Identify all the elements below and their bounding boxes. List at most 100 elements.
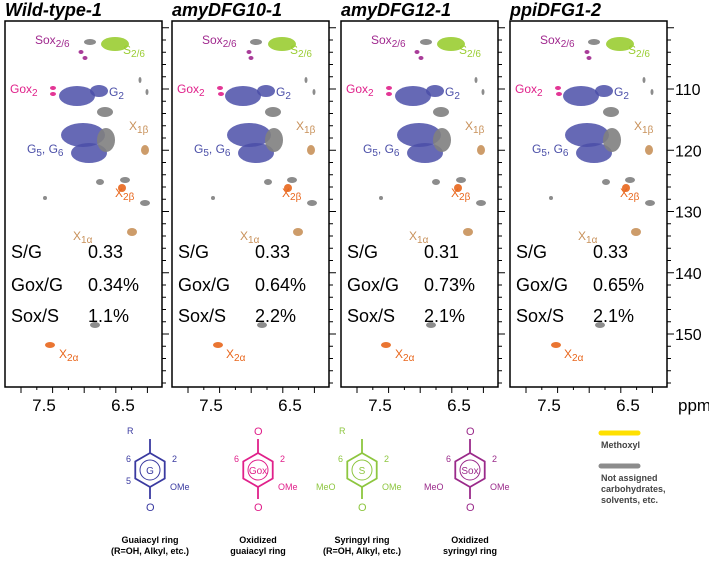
peak: [211, 196, 215, 200]
peak-label-sub: 2α: [234, 353, 246, 364]
substituent: 6: [446, 454, 451, 464]
ring-inner: [247, 459, 269, 481]
x-unit: ppm: [678, 396, 709, 415]
peak: [145, 89, 149, 95]
peak: [307, 200, 317, 206]
peak: [257, 85, 275, 97]
peak-label: G2: [614, 85, 629, 102]
peak-label: X1α: [73, 229, 93, 246]
peak-label: G2: [445, 85, 460, 102]
peak: [71, 143, 107, 163]
peak-label-sub: 1α: [248, 235, 260, 246]
ring-inner: [459, 459, 481, 481]
peak: [90, 322, 100, 328]
peak-label-text: Gox: [346, 82, 368, 96]
peak-label-sub: 2/6: [223, 39, 237, 50]
x-tick-label: 6.5: [111, 396, 135, 415]
peak-label-sub: 5: [203, 148, 209, 159]
peak-label-sub: 2: [537, 88, 543, 99]
stat-name: S/G: [178, 242, 209, 262]
peak: [293, 228, 303, 236]
stat-name: S/G: [347, 242, 378, 262]
peak-label-text: X: [564, 347, 572, 361]
peak: [595, 322, 605, 328]
peak: [414, 50, 420, 54]
oxygen: O: [466, 502, 475, 514]
peak-label-text: S: [459, 43, 467, 57]
substituent: 6: [338, 454, 343, 464]
peak: [645, 145, 653, 155]
y-tick-label: 150: [675, 327, 702, 344]
substituent: OMe: [490, 482, 510, 492]
peak-label-sub: 1α: [417, 235, 429, 246]
peak-label-sub: 2: [199, 88, 205, 99]
peak-label-text: G: [614, 85, 623, 99]
peak-label: Sox2/6: [35, 33, 70, 50]
peak: [246, 50, 252, 54]
peak-label-text: S: [290, 43, 298, 57]
structure-caption: Oxidized: [239, 535, 277, 545]
peak-label: X1β: [634, 119, 654, 136]
peak-label: S2/6: [123, 43, 145, 60]
peak-label-sub: 1β: [473, 125, 485, 136]
peak: [287, 177, 297, 183]
ring-label: Sox: [461, 466, 478, 477]
peak-label-sub: 2: [32, 88, 38, 99]
oxygen: O: [254, 502, 263, 514]
peak-label: X2α: [395, 347, 415, 364]
peak: [97, 128, 115, 152]
peak: [476, 200, 486, 206]
peak: [82, 56, 88, 60]
peak: [227, 123, 271, 147]
substituent: 2: [280, 454, 285, 464]
peak-label-sub: 5: [541, 148, 547, 159]
peak-label-sub: 2: [368, 88, 374, 99]
peak: [127, 228, 137, 236]
substituent: 2: [384, 454, 389, 464]
peak: [264, 179, 272, 185]
peak: [420, 39, 432, 45]
x-tick-label: 7.5: [199, 396, 223, 415]
stat-name: Gox/G: [11, 275, 63, 295]
legend-label: carbohydrates,: [601, 484, 666, 494]
peak-label-text: X: [465, 119, 473, 133]
stat-value: 0.73%: [424, 275, 475, 295]
peak: [606, 37, 634, 51]
peak: [426, 85, 444, 97]
structure-caption: syringyl ring: [443, 546, 497, 556]
structure-caption: (R=OH, Alkyl, etc.): [323, 546, 401, 556]
peak: [474, 77, 478, 83]
peak: [213, 342, 223, 348]
peak-label-text: Gox: [10, 82, 32, 96]
peak-label-sub: 2/6: [56, 39, 70, 50]
stat-name: Gox/G: [178, 275, 230, 295]
stat-value: 0.33: [88, 242, 123, 262]
peak-label-sub: 2/6: [636, 49, 650, 60]
substituent: OMe: [278, 482, 298, 492]
peak-label-text: X: [73, 229, 81, 243]
panel-title: ppiDFG1-2: [509, 0, 601, 20]
substituent: 2: [172, 454, 177, 464]
peak-label-text: X: [115, 186, 123, 200]
peak-label: G5, G6: [363, 142, 400, 159]
peak: [603, 128, 621, 152]
peak: [595, 85, 613, 97]
peak: [603, 107, 619, 117]
panel-title: Wild-type-1: [5, 0, 102, 20]
peak: [43, 196, 47, 200]
peak-label-text: X: [240, 229, 248, 243]
substituent: OMe: [170, 482, 190, 492]
peak-label-sub: 2β: [290, 192, 302, 203]
peak-label-sub: 2: [118, 91, 124, 102]
peak: [45, 342, 55, 348]
substituent: R: [127, 426, 134, 436]
peak: [565, 123, 609, 147]
y-tick-label: 120: [675, 143, 702, 160]
peak: [140, 200, 150, 206]
peak-label: G2: [109, 85, 124, 102]
peak: [407, 143, 443, 163]
peak: [257, 322, 267, 328]
stat-name: Sox/S: [516, 306, 564, 326]
substituent: R: [339, 426, 346, 436]
